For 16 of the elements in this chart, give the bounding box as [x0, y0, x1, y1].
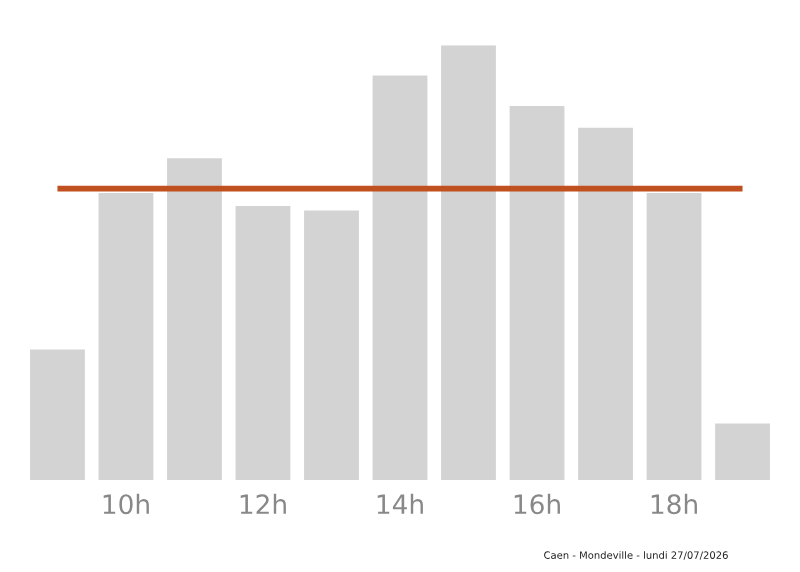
x-tick-label: 14h: [377, 493, 423, 514]
x-tick-label: 12h: [240, 493, 286, 514]
x-tick-label: 16h: [514, 493, 560, 515]
bar: [30, 349, 85, 480]
bar: [509, 106, 565, 480]
bar: [715, 423, 770, 480]
x-tick-label: 10h: [103, 493, 149, 515]
bar: [167, 158, 222, 480]
bar: [578, 127, 633, 480]
bar: [646, 192, 702, 480]
bar: [441, 45, 496, 480]
bar: [304, 210, 359, 480]
bar: [372, 75, 428, 480]
bar: [98, 192, 154, 480]
x-tick-label: 18h: [651, 493, 697, 515]
bar: [235, 206, 291, 480]
